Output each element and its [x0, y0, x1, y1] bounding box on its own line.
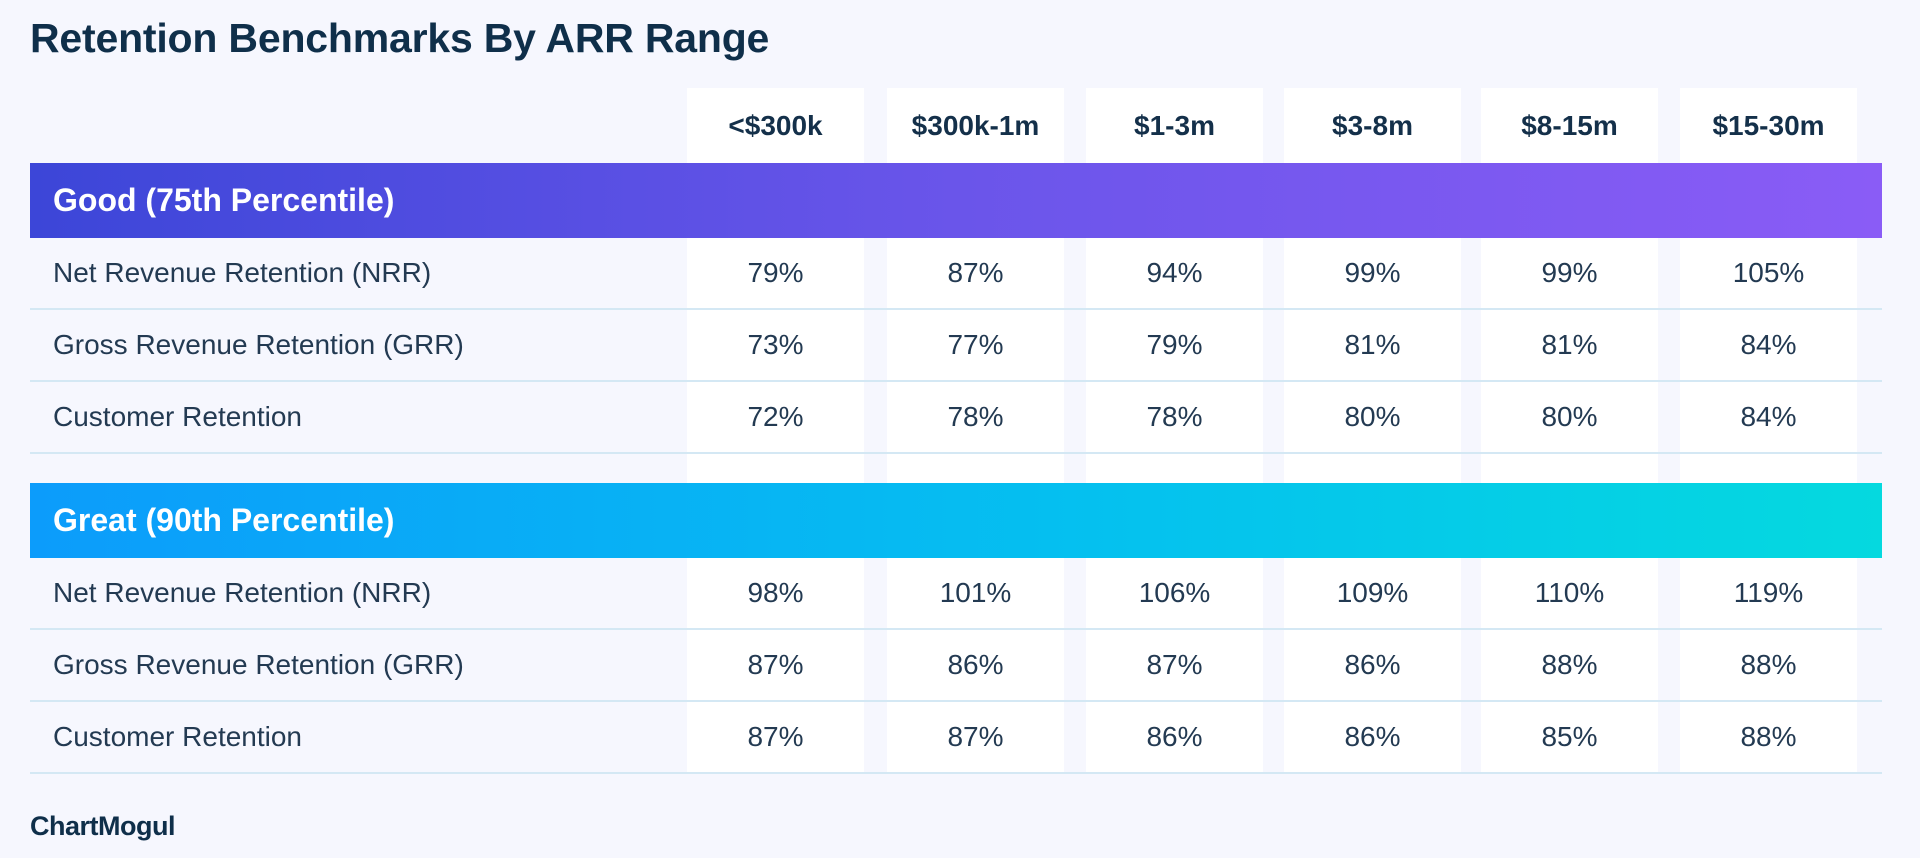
table-row: Net Revenue Retention (NRR) 79% 87% 94% 99% 9… [30, 238, 1882, 310]
table-cell: 88% [1740, 649, 1797, 680]
table-cell: 79% [747, 257, 804, 288]
table-cell: 99% [1344, 257, 1401, 288]
table-cell: 105% [1732, 257, 1805, 288]
row-label: Gross Revenue Retention (GRR) [53, 329, 464, 360]
column-header: $300k-1m [911, 110, 1040, 141]
table-cell: 84% [1740, 329, 1797, 360]
table-cell: 98% [747, 577, 804, 608]
column-header: $3-8m [1332, 110, 1413, 141]
group-header-band: Great (90th Percentile) [30, 483, 1882, 558]
table-row: Net Revenue Retention (NRR) 98% 101% 106% 10… [30, 558, 1882, 630]
table-cell: 80% [1541, 401, 1598, 432]
table-cell: 110% [1534, 577, 1605, 608]
table-cell: 84% [1740, 401, 1797, 432]
table-cell: 80% [1344, 401, 1401, 432]
table-cell: 86% [947, 649, 1004, 680]
table-cell: 88% [1740, 721, 1797, 752]
column-header-row: <$300k $300k-1m $1-3m $3-8m $8-15m $15-30m [30, 88, 1882, 163]
table-cell: 87% [947, 257, 1004, 288]
table-cell: 77% [947, 329, 1004, 360]
chartmogul-logo: ChartMogul [30, 811, 175, 841]
page-title: Retention Benchmarks By ARR Range [30, 15, 770, 61]
table-cell: 81% [1541, 329, 1598, 360]
table-cell: 81% [1344, 329, 1401, 360]
table-row: Customer Retention 87% 87% 86% 86% 85% 88% [30, 702, 1882, 774]
table-cell: 78% [1146, 401, 1203, 432]
table-cell: 87% [947, 721, 1004, 752]
table-cell: 85% [1541, 721, 1598, 752]
table-cell: 87% [747, 721, 804, 752]
table-cell: 86% [1344, 649, 1401, 680]
table-row: Gross Revenue Retention (GRR) 73% 77% 79% 81… [30, 310, 1882, 382]
table-cell: 88% [1541, 649, 1598, 680]
table-cell: 101% [939, 577, 1012, 608]
row-label: Gross Revenue Retention (GRR) [53, 649, 464, 680]
table-cell: 78% [947, 401, 1004, 432]
table-cell: 79% [1146, 329, 1203, 360]
column-header: $1-3m [1134, 110, 1215, 141]
table-cell: 119% [1733, 577, 1804, 608]
table-cell: 94% [1146, 257, 1203, 288]
table-row: Gross Revenue Retention (GRR) 87% 86% 87% 86… [30, 630, 1882, 702]
column-header: <$300k [728, 110, 823, 141]
table-cell: 87% [747, 649, 804, 680]
row-label: Net Revenue Retention (NRR) [53, 577, 432, 608]
table-cell: 86% [1344, 721, 1401, 752]
table-cell: 87% [1146, 649, 1203, 680]
table-cell: 106% [1138, 577, 1211, 608]
group-header-band: Good (75th Percentile) [30, 163, 1882, 238]
table-cell: 72% [747, 401, 804, 432]
row-label: Customer Retention [53, 401, 303, 432]
table-cell: 99% [1541, 257, 1598, 288]
table-cell: 109% [1336, 577, 1409, 608]
row-label: Net Revenue Retention (NRR) [53, 257, 432, 288]
column-header: $15-30m [1712, 110, 1825, 141]
table-cell: 73% [747, 329, 804, 360]
table-cell: 86% [1146, 721, 1203, 752]
table-row: Customer Retention 72% 78% 78% 80% 80% 84% [30, 382, 1882, 454]
column-header: $8-15m [1521, 110, 1618, 141]
row-label: Customer Retention [53, 721, 303, 752]
